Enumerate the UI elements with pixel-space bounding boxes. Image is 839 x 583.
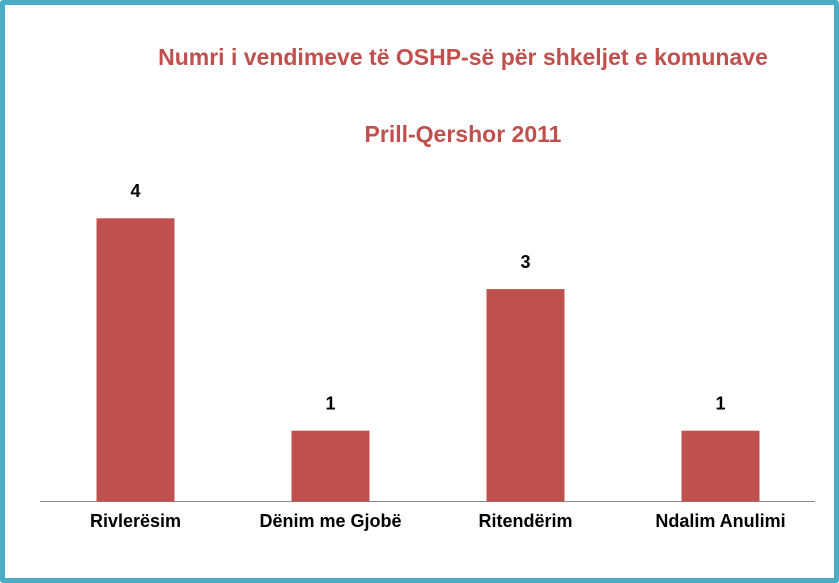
data-label: 4 <box>130 181 140 201</box>
chart-subtitle: Prill-Qershor 2011 <box>364 121 562 147</box>
data-label: 1 <box>325 393 335 413</box>
data-label: 3 <box>520 252 530 272</box>
data-label: 1 <box>715 393 725 413</box>
bar <box>291 430 370 502</box>
bar <box>486 289 565 502</box>
x-tick-label: Ritendërim <box>478 511 572 531</box>
chart-title: Numri i vendimeve të OSHP-së për shkelje… <box>158 44 768 70</box>
x-tick-label: Dënim me Gjobë <box>259 511 401 531</box>
bar <box>681 430 760 502</box>
x-tick-label: Ndalim Anulimi <box>655 511 785 531</box>
x-tick-label: Rivlerësim <box>90 511 181 531</box>
bar <box>96 218 175 502</box>
